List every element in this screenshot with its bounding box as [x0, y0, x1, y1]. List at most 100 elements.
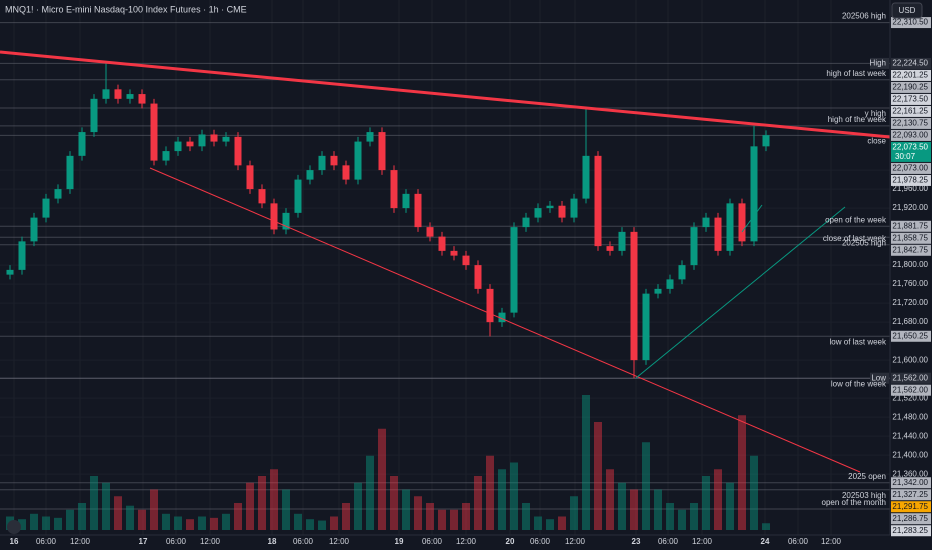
volume-bar [762, 523, 770, 530]
candle-body [30, 217, 38, 242]
price-box-label: 22,310.50 [892, 18, 928, 27]
candle-body [210, 134, 218, 142]
x-tick-label: 12:00 [821, 537, 842, 546]
candle-body [66, 155, 74, 190]
volume-bar [654, 489, 662, 530]
candle-body [222, 136, 230, 142]
candle-body [534, 208, 542, 218]
price-box [891, 81, 931, 93]
candle-body [402, 193, 410, 209]
price-box-label: 22,224.50 [892, 59, 928, 68]
volume-bar [462, 503, 470, 530]
candle-body [558, 205, 566, 218]
volume-bar [390, 476, 398, 530]
candle-body [630, 231, 638, 361]
price-box-label: 21,286.75 [892, 514, 928, 523]
candle-body [522, 217, 530, 228]
y-tick-label: 21,720.00 [892, 298, 928, 307]
candle-body [618, 231, 626, 251]
level-name: 202503 high [842, 491, 886, 500]
candle-body [54, 189, 62, 199]
price-box-label: 21,650.25 [892, 331, 928, 340]
x-tick-label: 12:00 [70, 537, 91, 546]
level-name: close [867, 137, 886, 146]
volume-bar [522, 503, 530, 530]
volume-bar [54, 517, 62, 530]
candle-body [726, 203, 734, 251]
currency-button[interactable] [891, 2, 923, 19]
y-tick-label: 21,520.00 [892, 393, 928, 402]
currency[interactable]: USD [899, 6, 916, 15]
candle-body [162, 151, 170, 161]
candle-body [570, 198, 578, 218]
candle-body [342, 165, 350, 180]
volume-bar [714, 469, 722, 530]
volume-bar [42, 516, 50, 530]
level-name: high of last week [826, 69, 887, 78]
volume-bar [18, 519, 26, 530]
candles [6, 63, 770, 379]
volume-bar [210, 517, 218, 530]
price-box [891, 489, 931, 501]
candle-body [174, 141, 182, 152]
price-box [891, 57, 931, 69]
price-box-label: 21,562.00 [892, 373, 928, 382]
x-tick-label: 06:00 [658, 537, 679, 546]
price-box-label: 22,073.00 [892, 164, 928, 173]
candle-body [462, 255, 470, 266]
volume-bar [234, 503, 242, 530]
candle-body [90, 98, 98, 133]
candle-body [18, 241, 26, 270]
volume-bar [678, 509, 686, 530]
candle-body [546, 205, 554, 209]
candle-body [258, 189, 266, 204]
price-box-label: 22,093.00 [892, 131, 928, 140]
level-name: low of last week [830, 337, 887, 346]
candle-body [378, 132, 386, 171]
trend-line [741, 204, 763, 233]
x-tick-label: 19 [395, 537, 404, 546]
volume-bar [102, 482, 110, 530]
volume-bar [126, 505, 134, 530]
volume-bar [750, 455, 758, 530]
candle-body [474, 265, 482, 289]
x-tick-label: 06:00 [422, 537, 443, 546]
volume-bar [738, 415, 746, 530]
level-name: y high [865, 109, 886, 118]
volume-bar [198, 516, 206, 530]
x-tick-label: 12:00 [329, 537, 350, 546]
price-box-label: 22,173.50 [892, 95, 928, 104]
volume-bar [90, 476, 98, 530]
volume-bar [486, 455, 494, 530]
price-box [891, 105, 931, 117]
candle-body [306, 170, 314, 180]
volume-bar [402, 489, 410, 530]
candle-body [114, 89, 122, 99]
candle-body [510, 227, 518, 313]
level-name: 202505 high [842, 238, 886, 247]
y-tick-label: 21,800.00 [892, 260, 928, 269]
x-tick-label: 06:00 [293, 537, 314, 546]
volume-bar [546, 519, 554, 530]
candle-body [198, 134, 206, 147]
price-box [891, 477, 931, 489]
x-tick-label: 12:00 [456, 537, 477, 546]
volume-bar [510, 462, 518, 530]
volume-pane [6, 395, 770, 530]
price-box-label: 21,881.75 [892, 221, 928, 230]
volume-bar [582, 395, 590, 530]
x-tick-label: 16 [10, 537, 19, 546]
volume-bar [258, 476, 266, 530]
level-name: High [870, 59, 886, 68]
price-box-label: 22,073.50 [892, 143, 928, 152]
volume-bar [558, 516, 566, 530]
price-box [891, 244, 931, 256]
volume-bar [570, 496, 578, 530]
volume-bar [594, 422, 602, 530]
level-name: low of the week [831, 379, 887, 388]
candle-body [750, 146, 758, 242]
price-box [891, 93, 931, 105]
candle-body [438, 236, 446, 251]
y-tick-label: 21,960.00 [892, 184, 928, 193]
volume-bar [30, 513, 38, 530]
